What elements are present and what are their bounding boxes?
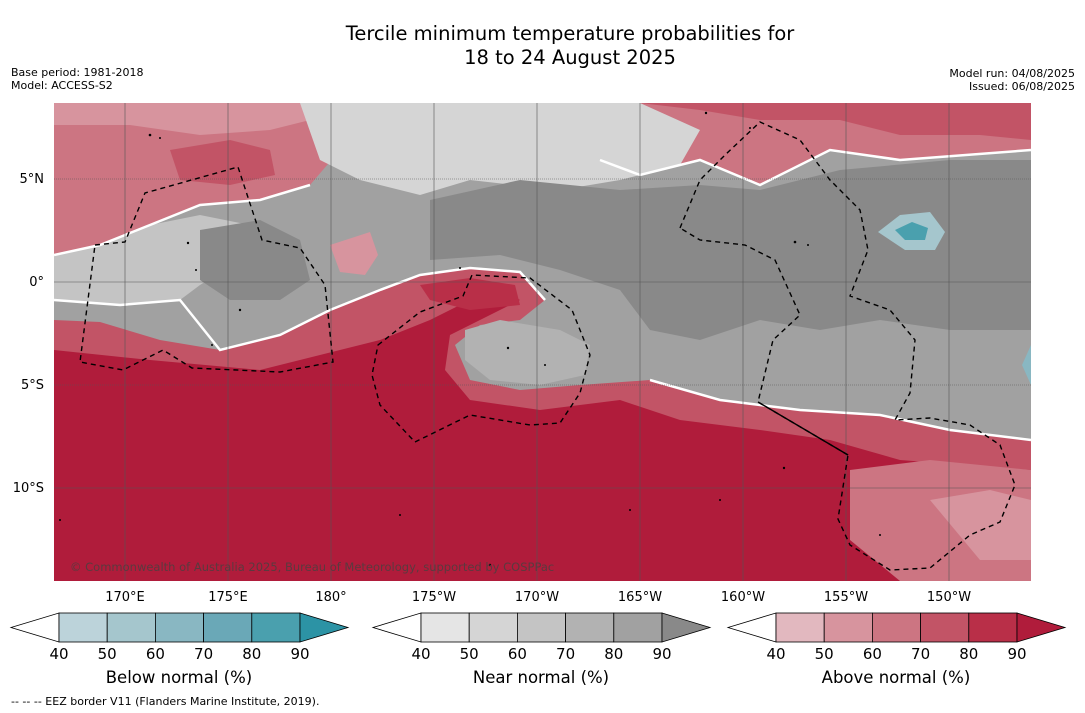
interior-near-normal-region xyxy=(465,320,590,385)
lat-label: 5°S xyxy=(21,378,44,393)
colorbar-tick-label: 60 xyxy=(508,645,527,663)
eez-border-east-inner xyxy=(679,227,849,456)
colorbar-segment xyxy=(154,612,204,643)
eez-border-east xyxy=(679,121,1016,571)
lon-label: 150°W xyxy=(927,590,971,605)
lon-label: 160°W xyxy=(721,590,765,605)
issued-text: Issued: 06/08/2025 xyxy=(968,80,1075,93)
above-normal-label: Above normal (%) xyxy=(821,668,971,687)
south-above-normal-core xyxy=(54,290,1031,581)
lon-labels: 170°E 175°E 180° 175°W 170°W 165°W 160°W… xyxy=(105,590,971,605)
tercile-boundary xyxy=(54,266,546,352)
title-line-1: Tercile minimum temperature probabilitie… xyxy=(345,22,795,45)
colorbar-tick-label: 40 xyxy=(766,645,785,663)
eez-border-center xyxy=(371,274,591,443)
colorbar-segment xyxy=(251,612,301,643)
west-near-normal-core xyxy=(200,220,310,300)
model-run-text: Model run: 04/08/2025 xyxy=(949,67,1075,80)
colorbar-tick-label: 70 xyxy=(911,645,930,663)
colorbar-tick-label: 70 xyxy=(556,645,575,663)
colorbar-above-normal: 40 50 60 70 80 90 xyxy=(726,612,1067,663)
colorbar-tick-label: 80 xyxy=(604,645,623,663)
colorbar-upper-extend xyxy=(299,612,350,643)
eez-border-west xyxy=(79,166,334,373)
colorbar-segment xyxy=(420,612,470,643)
near-normal-label: Near normal (%) xyxy=(472,668,610,687)
colorbar-tick-label: 90 xyxy=(1007,645,1026,663)
colorbar-segment xyxy=(613,612,663,643)
colorbar-upper-extend xyxy=(661,612,712,643)
map-grid xyxy=(54,103,1031,581)
map-title: Tercile minimum temperature probabilitie… xyxy=(0,22,1085,70)
copyright-text: © Commonwealth of Australia 2025, Bureau… xyxy=(70,560,554,574)
northeast-above-normal-region xyxy=(640,103,1031,140)
colorbar-segment xyxy=(106,612,156,643)
eez-borders xyxy=(79,121,1016,571)
lat-label: 5°N xyxy=(20,172,45,187)
colorbar-lower-extend xyxy=(726,612,777,643)
colorbar-segment xyxy=(920,612,970,643)
tercile-boundary-north xyxy=(54,183,311,257)
below-normal-label: Below normal (%) xyxy=(105,668,253,687)
meta-left: Base period: 1981-2018 Model: ACCESS-S2 xyxy=(11,66,143,92)
lon-label: 155°W xyxy=(824,590,868,605)
equatorial-above-normal-core xyxy=(420,278,520,310)
lon-label: 170°W xyxy=(515,590,559,605)
lat-label: 10°S xyxy=(13,481,44,496)
colorbar-tick-label: 80 xyxy=(242,645,261,663)
colorbar-tick-label: 80 xyxy=(959,645,978,663)
colorbar-segment xyxy=(872,612,922,643)
colorbar-segment xyxy=(58,612,108,643)
colorbar-segment xyxy=(203,612,253,643)
tercile-boundary-east xyxy=(649,378,1031,442)
near-normal-core-region xyxy=(430,160,1031,340)
colorbar-segment xyxy=(517,612,567,643)
colorbar-tick-label: 60 xyxy=(863,645,882,663)
meta-right: Model run: 04/08/2025 Issued: 06/08/2025 xyxy=(949,67,1075,93)
lon-label: 180° xyxy=(315,590,346,605)
colorbar-tick-label: 50 xyxy=(460,645,479,663)
model-text: Model: ACCESS-S2 xyxy=(11,79,113,92)
below-normal-patch-core xyxy=(895,222,928,240)
title-line-2: 18 to 24 August 2025 xyxy=(464,46,676,69)
eez-footnote: -- -- -- EEZ border V11 (Flanders Marine… xyxy=(11,695,320,708)
colorbar-lower-extend xyxy=(9,612,60,643)
lon-label: 175°W xyxy=(412,590,456,605)
colorbar-near-normal: 40 50 60 70 80 90 xyxy=(371,612,712,663)
colorbar-tick-label: 40 xyxy=(411,645,430,663)
colorbar-segment xyxy=(565,612,615,643)
below-normal-edge-patch xyxy=(1022,345,1031,385)
colorbar-tick-label: 90 xyxy=(652,645,671,663)
lat-labels: 5°N 0° 5°S 10°S xyxy=(13,172,44,496)
colorbar-segment xyxy=(775,612,825,643)
colorbar-tick-label: 60 xyxy=(146,645,165,663)
colorbar-below-normal: 40 50 60 70 80 90 xyxy=(9,612,350,663)
north-above-normal-region xyxy=(54,103,1031,255)
islands xyxy=(59,111,881,567)
base-period-text: Base period: 1981-2018 xyxy=(11,66,144,79)
colorbar-segment xyxy=(823,612,873,643)
lat-label: 0° xyxy=(29,275,44,290)
colorbar-segment xyxy=(968,612,1018,643)
colorbar-segment xyxy=(468,612,518,643)
map-field: © Commonwealth of Australia 2025, Bureau… xyxy=(54,103,1031,581)
lon-label: 175°E xyxy=(208,590,248,605)
colorbar-upper-extend xyxy=(1016,612,1067,643)
colorbar-tick-label: 50 xyxy=(98,645,117,663)
lon-label: 170°E xyxy=(105,590,145,605)
colorbar-tick-label: 90 xyxy=(290,645,309,663)
colorbar-tick-label: 40 xyxy=(49,645,68,663)
above-normal-patch xyxy=(330,232,378,275)
colorbar-tick-label: 70 xyxy=(194,645,213,663)
lon-label: 165°W xyxy=(618,590,662,605)
north-above-normal-core xyxy=(170,140,275,185)
colorbar-lower-extend xyxy=(371,612,422,643)
near-normal-light-band xyxy=(300,103,700,195)
eez-border-solid xyxy=(757,401,849,456)
colorbar-tick-label: 50 xyxy=(815,645,834,663)
